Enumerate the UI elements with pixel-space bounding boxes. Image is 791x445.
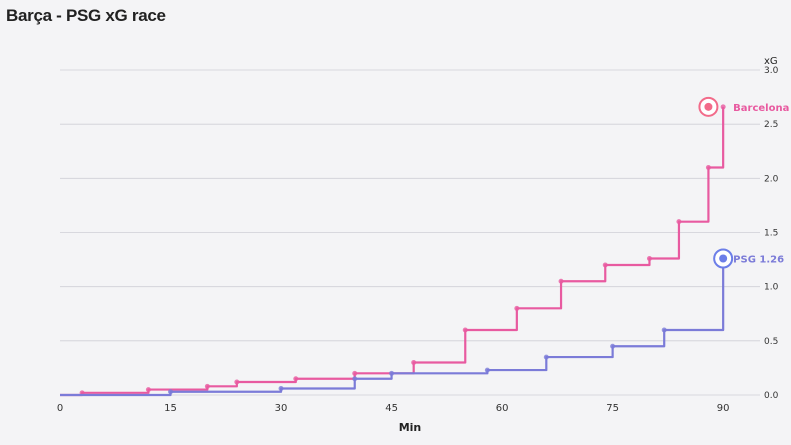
shot-point: [646, 256, 652, 261]
shot-point: [278, 386, 284, 391]
x-tick-label: 0: [57, 403, 63, 414]
x-tick-label: 60: [496, 403, 509, 414]
goal-marker-dot: [719, 254, 728, 263]
shot-point: [168, 389, 174, 395]
shot-point: [720, 104, 726, 110]
x-axis-label: Min: [399, 421, 422, 434]
page-title: Barça - PSG xG race: [6, 6, 166, 25]
shot-point: [661, 327, 667, 333]
x-tick-label: 75: [606, 403, 619, 414]
x-tick-label: 45: [385, 403, 398, 414]
y-axis-label: xG: [764, 56, 778, 67]
series-end-label: PSG 1.26: [733, 255, 784, 266]
y-tick-label: 2.0: [764, 174, 779, 184]
x-tick-label: 90: [717, 403, 730, 414]
shot-point: [293, 376, 299, 382]
shot-point: [389, 370, 395, 376]
x-tick-label: 15: [164, 403, 177, 414]
shot-point: [558, 278, 564, 284]
shot-point: [145, 387, 151, 393]
header: Barça - PSG xG race: [0, 0, 791, 48]
shot-point: [602, 262, 608, 268]
shot-point: [352, 376, 358, 382]
y-tick-label: 1.5: [764, 229, 778, 239]
x-tick-label: 30: [275, 403, 288, 414]
y-tick-label: 2.5: [764, 120, 778, 130]
shot-point: [514, 305, 520, 311]
shot-point: [705, 165, 711, 170]
shot-point: [484, 367, 490, 373]
shot-point: [411, 360, 417, 365]
shot-point: [204, 383, 210, 389]
series-line-barcelona: [60, 106, 725, 397]
y-tick-label: 3.0: [764, 66, 779, 76]
y-tick-label: 0.5: [764, 337, 778, 347]
shot-point: [462, 327, 468, 333]
series-end-label: Barcelona 2.66: [733, 103, 791, 114]
shot-point: [352, 370, 358, 376]
shot-point: [610, 343, 616, 349]
shot-point: [543, 354, 549, 360]
y-tick-label: 0.0: [764, 391, 779, 401]
shot-point: [234, 379, 240, 385]
goal-marker-dot: [704, 102, 713, 111]
y-tick-label: 1.0: [764, 283, 779, 293]
series-line-psg: [60, 258, 725, 397]
shot-point: [676, 219, 682, 225]
